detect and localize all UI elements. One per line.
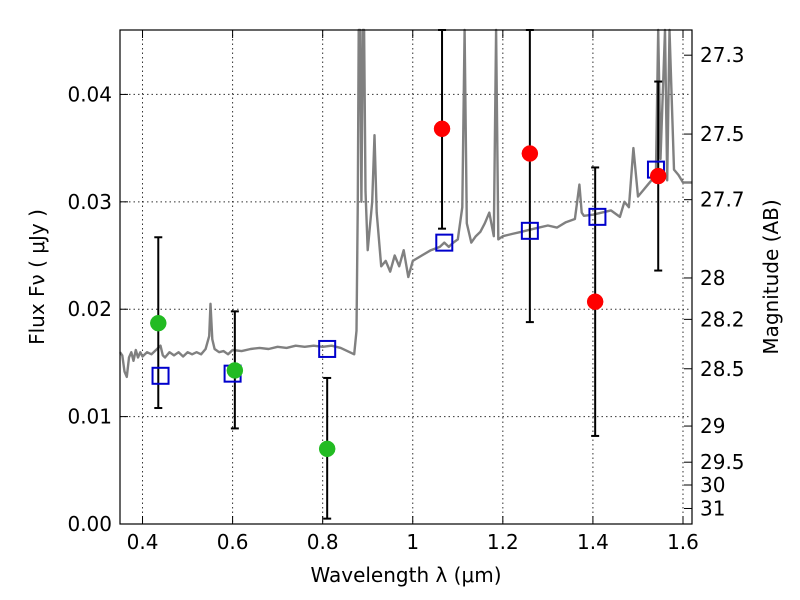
model-point-marker xyxy=(520,221,539,240)
infrared-point-marker xyxy=(586,293,604,310)
x-tick-label: 1 xyxy=(406,530,419,554)
y-tick-label: 0.01 xyxy=(67,405,112,429)
infrared-point-marker xyxy=(649,167,667,185)
y2-tick-label: 29.5 xyxy=(700,450,745,474)
x-tick-label: 0.6 xyxy=(217,530,249,554)
model-point-marker xyxy=(151,366,170,385)
y2-tick-label: 31 xyxy=(700,496,725,520)
data-points xyxy=(150,29,667,520)
x-tick-label: 1.6 xyxy=(667,530,699,554)
y2-tick-label: 30 xyxy=(700,473,725,497)
optical-point-marker xyxy=(226,362,244,379)
y2-tick-label: 29 xyxy=(700,414,725,438)
spectrum-line xyxy=(119,28,692,379)
y-tick-label: 0.03 xyxy=(67,190,112,214)
infrared-point-marker xyxy=(521,145,539,162)
y-axis-label: Flux Fν ( μJy ) xyxy=(25,209,49,345)
model-point-marker xyxy=(318,339,337,358)
x-axis-label: Wavelength λ (μm) xyxy=(310,563,501,587)
x-tick-label: 1.2 xyxy=(487,530,519,554)
tick-marks xyxy=(120,30,692,525)
x-tick-label: 0.4 xyxy=(127,530,159,554)
y2-tick-label: 27.7 xyxy=(700,188,745,212)
x-tick-label: 1.4 xyxy=(577,530,609,554)
y2-tick-label: 28 xyxy=(700,266,725,290)
y2-tick-label: 27.5 xyxy=(700,122,745,146)
grid xyxy=(120,30,692,524)
optical-point-marker xyxy=(318,440,336,458)
x-tick-label: 0.8 xyxy=(307,530,339,554)
optical-point-marker xyxy=(150,314,167,332)
infrared-point-marker xyxy=(433,120,451,138)
spectrum-layer xyxy=(119,28,692,379)
y-tick-label: 0.04 xyxy=(67,82,112,106)
plot-frame xyxy=(119,29,693,525)
model-point-marker xyxy=(435,233,454,252)
tick-labels: 0.4 0.6 0.8 1 1.2 1.4 1.6 0.00 0.01 0.02 0.03 0.04 2… xyxy=(67,43,744,554)
y2-tick-label: 28.5 xyxy=(700,357,745,381)
y2-tick-label: 27.3 xyxy=(700,43,745,67)
model-point-marker xyxy=(588,207,607,226)
y2-axis-label: Magnitude (AB) xyxy=(759,199,783,354)
y-tick-label: 0.00 xyxy=(67,512,112,536)
y-tick-label: 0.02 xyxy=(67,297,112,321)
y2-tick-label: 28.2 xyxy=(700,307,745,331)
